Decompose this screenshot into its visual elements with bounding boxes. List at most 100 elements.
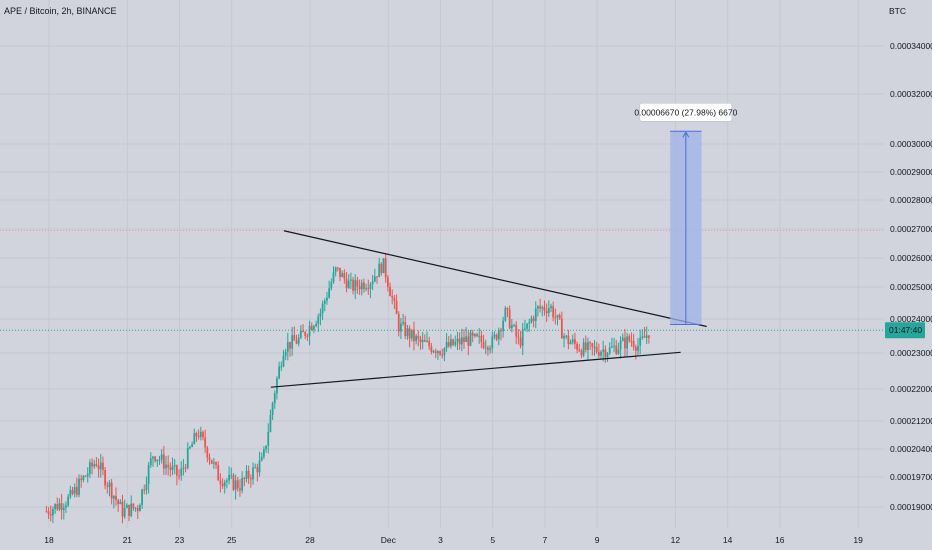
candle-body	[487, 347, 489, 350]
candle-body	[239, 488, 241, 491]
candle-body	[117, 499, 120, 505]
price-tick-label: 0.00032000	[890, 89, 932, 99]
candle-body	[104, 470, 107, 486]
candle-body	[386, 277, 389, 287]
candle-body	[413, 329, 415, 342]
candle-body	[554, 317, 557, 319]
candle-body	[595, 346, 598, 352]
candle-body	[604, 349, 607, 358]
candle-body	[278, 366, 281, 379]
time-tick-label: 25	[227, 535, 237, 545]
candle-body	[558, 314, 561, 319]
price-tick-label: 0.00019700	[890, 472, 932, 482]
candle-body	[510, 325, 513, 329]
candle-body	[610, 346, 613, 348]
candle-body	[352, 279, 354, 291]
candle-body	[445, 342, 448, 348]
time-tick-label: 7	[543, 535, 548, 545]
candle-body	[391, 296, 394, 298]
candle-body	[447, 342, 450, 347]
candle-body	[528, 322, 531, 324]
candle-body	[439, 351, 441, 355]
candle-body	[349, 279, 352, 281]
price-tick-label: 0.00024000	[890, 314, 932, 324]
price-tick-label: 0.00022000	[890, 384, 932, 394]
candle-body	[360, 282, 363, 290]
candle-body	[152, 456, 154, 459]
candle-body	[313, 326, 315, 330]
candle-body	[97, 465, 100, 470]
candle-body	[602, 349, 605, 352]
candle-body	[365, 288, 368, 290]
candle-body	[456, 338, 459, 342]
candle-body	[143, 489, 146, 491]
candle-body	[615, 345, 618, 354]
current-price-label: 01:47:40	[885, 322, 925, 339]
candle-body	[199, 431, 202, 437]
chart-title: APE / Bitcoin, 2h, BINANCE	[4, 6, 117, 16]
candle-body	[295, 340, 298, 344]
candle-body	[563, 336, 565, 339]
candle-body	[206, 447, 209, 458]
time-tick-label: 18	[44, 535, 54, 545]
candle-body	[493, 334, 496, 337]
candle-body	[436, 351, 439, 354]
candle-body	[613, 345, 615, 347]
candle-body	[189, 447, 191, 449]
candle-body	[136, 507, 139, 512]
time-tick-label: 19	[853, 535, 863, 545]
trendline-upper[interactable]	[283, 230, 707, 328]
candle-body	[243, 478, 246, 480]
candle-body	[467, 336, 470, 346]
candle-body	[273, 393, 276, 404]
trendlines[interactable]	[270, 230, 707, 388]
candle-body	[641, 336, 644, 338]
price-axis[interactable]: 0.00034000 0.00032000 0.00030000 0.00029000…	[890, 41, 932, 512]
candle-body	[628, 336, 631, 341]
candle-body	[45, 511, 48, 513]
price-label-background	[885, 322, 925, 339]
candle-body	[326, 297, 328, 301]
candle-body	[78, 478, 80, 495]
horizontal-line[interactable]	[0, 229, 884, 331]
candle-body	[578, 349, 581, 351]
candle-body	[215, 462, 217, 465]
trendline-lower[interactable]	[270, 351, 681, 388]
candle-body	[84, 476, 87, 478]
candle-body	[108, 482, 111, 487]
candle-body	[576, 343, 578, 350]
candle-body	[212, 462, 215, 464]
candle-body	[284, 351, 287, 356]
candle-body	[310, 325, 313, 330]
candle-body	[500, 330, 502, 332]
price-tick-label: 0.00026000	[890, 253, 932, 263]
candle-body	[432, 351, 435, 353]
candle-body	[332, 272, 335, 283]
candle-body	[354, 280, 357, 291]
candle-body	[178, 475, 180, 477]
candle-body	[254, 467, 257, 469]
candle-body	[423, 339, 426, 342]
candle-body	[480, 335, 483, 342]
candle-body	[597, 351, 600, 356]
candle-body	[560, 318, 563, 339]
candle-body	[556, 314, 559, 318]
candle-body	[245, 470, 248, 479]
candle-body	[517, 336, 520, 338]
candle-body	[624, 337, 626, 349]
candle-body	[158, 459, 161, 461]
candle-body	[363, 282, 365, 290]
time-axis[interactable]: 18 21 23 25 28 Dec 3 5 7 9 12 14 16 19	[44, 535, 863, 545]
candle-body	[441, 354, 444, 356]
candle-body	[541, 307, 544, 309]
candle-body	[230, 475, 233, 477]
measure-tool[interactable]: 0.00006670 (27.98%) 6670	[634, 103, 738, 325]
candle-body	[460, 337, 463, 345]
candle-body	[458, 338, 461, 345]
candle-body	[180, 468, 183, 476]
candle-body	[95, 464, 98, 466]
price-tick-label: 0.00025000	[890, 282, 932, 292]
candle-body	[621, 337, 624, 341]
